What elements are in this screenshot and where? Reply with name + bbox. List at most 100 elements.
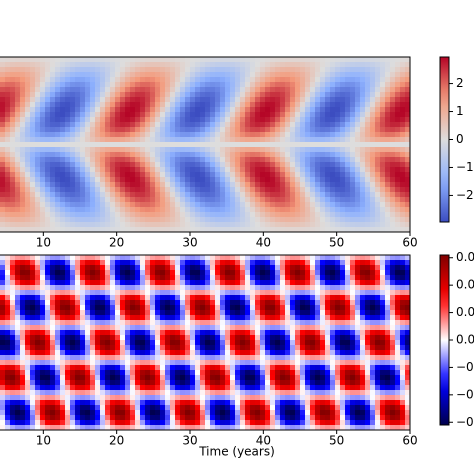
field-cell — [40, 117, 46, 123]
field-cell — [245, 82, 251, 88]
field-cell — [30, 340, 36, 346]
field-cell — [260, 290, 266, 296]
field-cell — [65, 410, 71, 416]
field-cell — [130, 355, 136, 361]
field-cell — [140, 425, 146, 431]
field-cell — [265, 202, 271, 208]
field-cell — [210, 107, 216, 113]
field-cell — [280, 400, 286, 406]
field-cell — [260, 152, 266, 158]
field-cell — [280, 255, 286, 261]
field-cell — [80, 380, 86, 386]
field-cell — [345, 182, 351, 188]
field-cell — [220, 280, 226, 286]
field-cell — [155, 375, 161, 381]
field-cell — [20, 217, 26, 223]
field-cell — [230, 415, 236, 421]
field-cell — [155, 217, 161, 223]
field-cell — [185, 265, 191, 271]
field-cell — [305, 92, 311, 98]
field-cell — [315, 137, 321, 143]
field-cell — [170, 265, 176, 271]
field-cell — [375, 207, 381, 213]
field-cell — [380, 197, 386, 203]
field-cell — [45, 197, 51, 203]
field-cell — [80, 385, 86, 391]
field-cell — [95, 375, 101, 381]
field-cell — [265, 350, 271, 356]
field-cell — [170, 340, 176, 346]
field-cell — [395, 147, 401, 153]
field-cell — [215, 72, 221, 78]
field-cell — [210, 67, 216, 73]
field-cell — [265, 82, 271, 88]
field-cell — [280, 380, 286, 386]
field-cell — [325, 217, 331, 223]
field-cell — [85, 355, 91, 361]
field-cell — [265, 410, 271, 416]
field-cell — [145, 142, 151, 148]
field-cell — [35, 97, 41, 103]
field-cell — [35, 122, 41, 128]
field-cell — [170, 192, 176, 198]
field-cell — [290, 420, 296, 426]
field-cell — [80, 132, 86, 138]
field-cell — [90, 187, 96, 193]
field-cell — [375, 157, 381, 163]
field-cell — [240, 177, 246, 183]
field-cell — [235, 370, 241, 376]
field-cell — [75, 315, 81, 321]
field-cell — [250, 72, 256, 78]
field-cell — [350, 167, 356, 173]
field-cell — [90, 340, 96, 346]
field-cell — [265, 172, 271, 178]
field-cell — [215, 217, 221, 223]
field-cell — [95, 132, 101, 138]
field-cell — [40, 410, 46, 416]
field-cell — [195, 385, 201, 391]
field-cell — [105, 142, 111, 148]
field-cell — [120, 147, 126, 153]
field-cell — [260, 265, 266, 271]
field-cell — [160, 315, 166, 321]
field-cell — [60, 207, 66, 213]
field-cell — [60, 212, 66, 218]
field-cell — [160, 172, 166, 178]
field-cell — [65, 152, 71, 158]
field-cell — [275, 275, 281, 281]
field-cell — [150, 197, 156, 203]
field-cell — [305, 227, 311, 233]
field-cell — [270, 147, 276, 153]
field-cell — [265, 355, 271, 361]
field-cell — [215, 97, 221, 103]
field-cell — [15, 107, 21, 113]
field-cell — [180, 275, 186, 281]
field-cell — [325, 192, 331, 198]
field-cell — [325, 117, 331, 123]
field-cell — [145, 310, 151, 316]
field-cell — [5, 77, 11, 83]
field-cell — [155, 355, 161, 361]
field-cell — [145, 117, 151, 123]
field-cell — [55, 122, 61, 128]
field-cell — [25, 207, 31, 213]
field-cell — [120, 207, 126, 213]
field-cell — [165, 102, 171, 108]
field-cell — [20, 227, 26, 233]
field-cell — [175, 157, 181, 163]
field-cell — [0, 395, 6, 401]
field-cell — [290, 182, 296, 188]
field-cell — [120, 325, 126, 331]
field-cell — [25, 157, 31, 163]
field-cell — [215, 310, 221, 316]
field-cell — [35, 207, 41, 213]
field-cell — [125, 335, 131, 341]
field-cell — [50, 360, 56, 366]
field-cell — [225, 400, 231, 406]
field-cell — [155, 77, 161, 83]
field-cell — [155, 147, 161, 153]
field-cell — [195, 112, 201, 118]
field-cell — [220, 255, 226, 261]
field-cell — [190, 227, 196, 233]
field-cell — [75, 375, 81, 381]
